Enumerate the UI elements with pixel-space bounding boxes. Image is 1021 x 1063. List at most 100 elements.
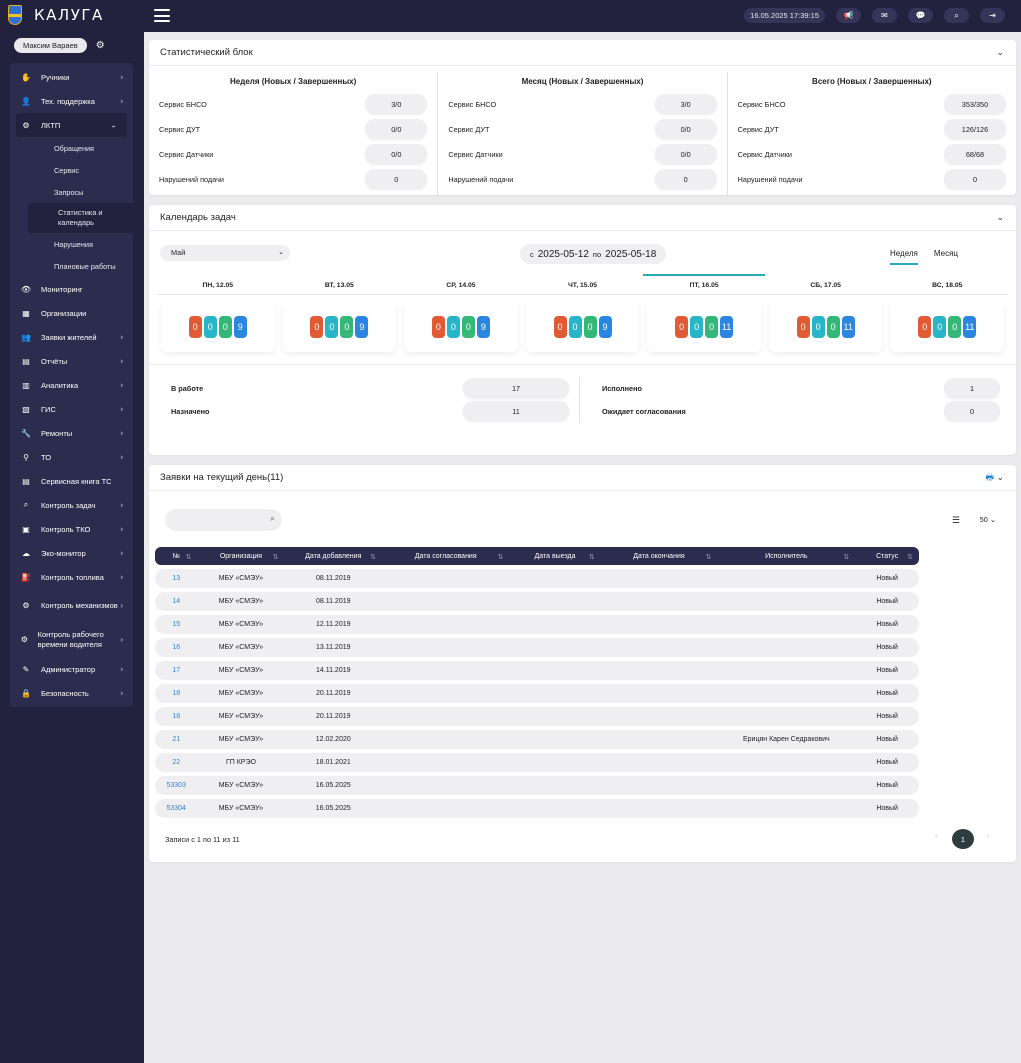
sidebar-item[interactable]: ✋ Ручники › (10, 65, 133, 89)
sort-icon[interactable]: ⇅ (907, 553, 913, 561)
user-name[interactable]: Максим Вараев (14, 38, 87, 53)
table-row[interactable]: 13 МБУ «СМЭУ» 08.11.2019 Новый (155, 569, 919, 588)
sidebar-item[interactable]: 🔧 Ремонты › (10, 421, 133, 445)
chevron-down-icon[interactable]: ⌄ (996, 47, 1004, 57)
table-row[interactable]: 16 МБУ «СМЭУ» 13.11.2019 Новый (155, 638, 919, 657)
request-id-link[interactable]: 21 (155, 730, 198, 749)
calendar-day[interactable]: ВС, 18.05 0 0 0 11 (886, 276, 1009, 352)
month-select[interactable]: Май ⌄ (160, 245, 290, 261)
sidebar-item[interactable]: ⛽ Контроль топлива › (10, 565, 133, 589)
calendar-day[interactable]: ПТ, 16.05 0 0 0 11 (643, 274, 765, 352)
request-id-link[interactable]: 53304 (155, 799, 198, 818)
tab-week[interactable]: Неделя (889, 249, 918, 265)
sidebar-item[interactable]: ⚙ Контроль механизмов › (10, 589, 133, 623)
sidebar-item[interactable]: 👁 Мониторинг (10, 277, 133, 301)
search-icon[interactable]: ⌕ (944, 8, 969, 23)
sort-icon[interactable]: ⇅ (370, 553, 377, 561)
calendar-day[interactable]: СР, 14.05 0 0 0 9 (400, 276, 522, 352)
sidebar-item[interactable]: ▤ Сервисная книга ТС (10, 469, 133, 493)
mail-icon[interactable]: ✉ (872, 8, 897, 23)
request-id-link[interactable]: 14 (155, 592, 198, 611)
day-counts[interactable]: 0 0 0 11 (768, 301, 883, 352)
table-row[interactable]: 17 МБУ «СМЭУ» 14.11.2019 Новый (155, 661, 919, 680)
request-id-link[interactable]: 18 (155, 707, 198, 726)
sidebar-item[interactable]: ▦ Организации (10, 301, 133, 325)
request-id-link[interactable]: 18 (155, 684, 198, 703)
table-row[interactable]: 53303 МБУ «СМЭУ» 16.05.2025 Новый (155, 776, 919, 795)
stats-header[interactable]: Статистический блок ⌄ (149, 40, 1016, 66)
per-page-select[interactable]: 50 ⌄ (979, 515, 996, 524)
prev-page-button[interactable]: ‹ (935, 833, 938, 840)
list-icon[interactable]: ☰ (951, 515, 960, 525)
sidebar-item[interactable]: ⌕ Контроль задач › (10, 493, 133, 517)
sidebar-item[interactable]: ▤ Отчёты › (10, 349, 133, 373)
sidebar-item[interactable]: ⚙ ЛКТП ⌄ (16, 113, 127, 137)
column-header[interactable]: Исполнитель ⇅ (717, 547, 856, 565)
calendar-day[interactable]: ЧТ, 15.05 0 0 0 9 (521, 276, 644, 352)
search-input[interactable]: ⌕ (165, 509, 282, 531)
table-row[interactable]: 18 МБУ «СМЭУ» 20.11.2019 Новый (155, 684, 919, 703)
sidebar-subitem[interactable]: Нарушения (54, 239, 93, 249)
sidebar-item[interactable]: ▥ Аналитика › (10, 373, 133, 397)
column-header[interactable]: Статус ⇅ (855, 547, 919, 565)
calendar-day[interactable]: ПН, 12.05 0 0 0 9 (157, 276, 279, 352)
sort-icon[interactable]: ⇅ (705, 553, 712, 561)
column-header[interactable]: Организация ⇅ (197, 547, 285, 565)
column-header[interactable]: Дата добавления ⇅ (284, 547, 383, 565)
calendar-header[interactable]: Календарь задач ⌄ (149, 205, 1016, 231)
sort-icon[interactable]: ⇅ (272, 553, 279, 561)
column-header[interactable]: № ⇅ (155, 547, 198, 565)
sort-icon[interactable]: ⇅ (588, 553, 595, 561)
column-header[interactable]: Дата окончания ⇅ (600, 547, 718, 565)
sort-icon[interactable]: ⇅ (497, 553, 504, 561)
table-row[interactable]: 21 МБУ «СМЭУ» 12.02.2020 Ерицян Карен Седра… (155, 730, 919, 749)
chat-icon[interactable]: 💬 (908, 8, 933, 23)
chevron-down-icon[interactable]: ⌄ (996, 212, 1004, 222)
table-row[interactable]: 22 ГП КРЭО 18.01.2021 Новый (155, 753, 919, 772)
sort-icon[interactable]: ⇅ (185, 553, 192, 561)
tab-month[interactable]: Месяц (933, 249, 958, 258)
megaphone-icon[interactable]: 📢 (836, 8, 861, 23)
table-row[interactable]: 14 МБУ «СМЭУ» 08.11.2019 Новый (155, 592, 919, 611)
logo[interactable]: КАЛУГА (8, 5, 104, 25)
gear-icon[interactable]: ⚙ (95, 40, 105, 51)
request-id-link[interactable]: 15 (155, 615, 198, 634)
sidebar-item[interactable]: ▣ Контроль ТКО › (10, 517, 133, 541)
table-row[interactable]: 18 МБУ «СМЭУ» 20.11.2019 Новый (155, 707, 919, 726)
calendar-day[interactable]: СБ, 17.05 0 0 0 11 (764, 276, 887, 352)
request-id-link[interactable]: 16 (155, 638, 198, 657)
day-counts[interactable]: 0 0 0 11 (647, 301, 761, 352)
table-row[interactable]: 53304 МБУ «СМЭУ» 16.05.2025 Новый (155, 799, 919, 818)
menu-toggle-button[interactable] (154, 9, 170, 22)
day-counts[interactable]: 0 0 0 11 (890, 301, 1005, 352)
table-row[interactable]: 15 МБУ «СМЭУ» 12.11.2019 Новый (155, 615, 919, 634)
sidebar-subitem[interactable]: Обращения (54, 143, 95, 153)
request-id-link[interactable]: 17 (155, 661, 198, 680)
sidebar-item[interactable]: ⚙ Контроль рабочего времени водителя › (10, 623, 133, 657)
page-button[interactable]: 1 (952, 829, 974, 849)
request-id-link[interactable]: 22 (155, 753, 198, 772)
sidebar-item[interactable]: ▧ ГИС › (10, 397, 133, 421)
printer-icon[interactable]: 🖶 (985, 471, 995, 482)
sidebar-subitem[interactable]: Статистика и календарь (28, 203, 133, 233)
sidebar-item[interactable]: ⚲ ТО › (10, 445, 133, 469)
sidebar-item[interactable]: 👥 Заявки жителей › (10, 325, 133, 349)
sort-icon[interactable]: ⇅ (843, 553, 850, 561)
column-header[interactable]: Дата согласования ⇅ (382, 547, 510, 565)
sidebar-subitem[interactable]: Сервис (54, 165, 79, 175)
request-id-link[interactable]: 53303 (155, 776, 198, 795)
next-page-button[interactable]: › (987, 833, 990, 840)
request-id-link[interactable]: 13 (155, 569, 198, 588)
sidebar-item[interactable]: 👤 Тех. поддержка › (10, 89, 133, 113)
exit-icon[interactable]: ⇥ (980, 8, 1005, 23)
calendar-day[interactable]: ВТ, 13.05 0 0 0 9 (278, 276, 401, 352)
sidebar-subitem[interactable]: Плановые работы (54, 261, 116, 271)
date-range[interactable]: с 2025-05-12 по 2025-05-18 (520, 244, 667, 264)
sidebar-item[interactable]: ✎ Администратор › (10, 657, 133, 681)
chevron-down-icon[interactable]: ⌄ (996, 472, 1004, 482)
column-header[interactable]: Дата выезда ⇅ (509, 547, 601, 565)
